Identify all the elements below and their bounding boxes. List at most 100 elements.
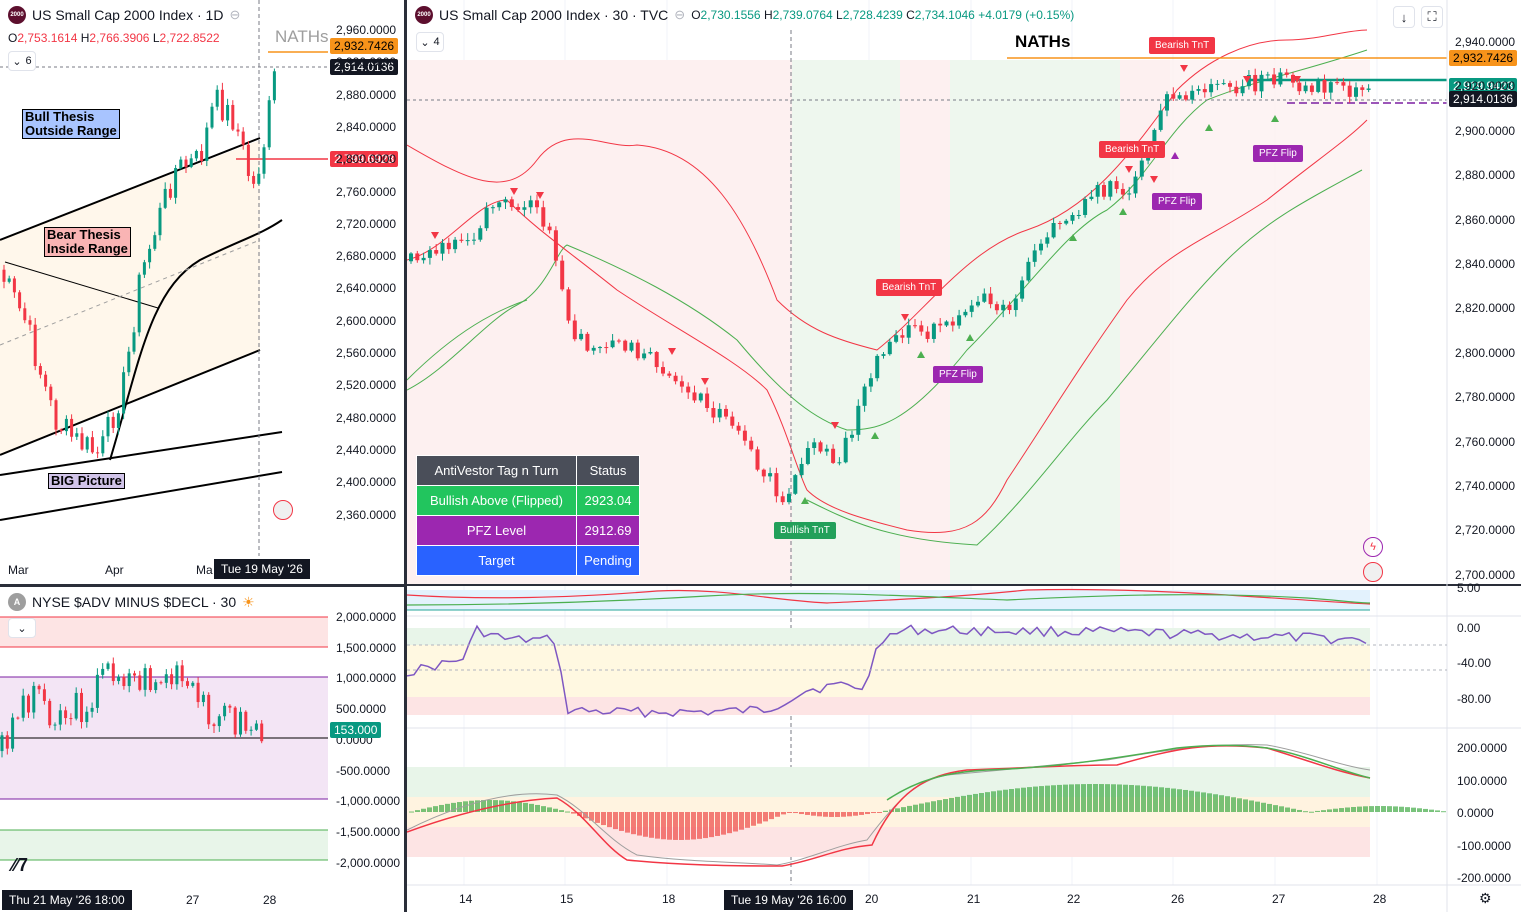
intraday-candles bbox=[409, 68, 1371, 505]
candle-body bbox=[117, 676, 121, 682]
histogram-bar bbox=[1141, 785, 1146, 812]
breadth-indicators-toggle[interactable]: ⌄ bbox=[8, 618, 36, 638]
x-axis-tick: 21 bbox=[967, 892, 981, 906]
histogram-bar bbox=[625, 812, 630, 833]
candle-body bbox=[1366, 88, 1371, 90]
histogram-bar bbox=[1357, 806, 1362, 812]
candle-body bbox=[1057, 223, 1062, 225]
fullscreen-icon[interactable]: ⛶ bbox=[1421, 6, 1443, 28]
candle-body bbox=[267, 100, 271, 148]
histogram-bar bbox=[1327, 809, 1332, 812]
bearish-marker-icon bbox=[831, 422, 839, 429]
candle-body bbox=[1127, 193, 1132, 195]
lightning-icon[interactable]: ϟ bbox=[1363, 537, 1383, 557]
histogram-bar bbox=[1417, 808, 1422, 812]
candle-body bbox=[18, 292, 22, 309]
daily-chart-canvas[interactable] bbox=[0, 0, 404, 584]
y-axis-tick: 2,000.0000 bbox=[336, 610, 397, 624]
candle-body bbox=[1177, 95, 1182, 99]
candle-body bbox=[1095, 185, 1100, 197]
candle-body bbox=[1051, 223, 1056, 238]
candle-body bbox=[186, 681, 189, 686]
x-axis-tick: 20 bbox=[865, 892, 879, 906]
intraday-crosshair-time: Tue 19 May '26 16:00 bbox=[724, 890, 854, 910]
pane-divider-vertical[interactable] bbox=[404, 0, 407, 912]
candle-body bbox=[111, 663, 115, 682]
candle-body bbox=[249, 729, 253, 731]
histogram-bar bbox=[1237, 798, 1242, 812]
pane-divider-left[interactable] bbox=[0, 584, 404, 587]
histogram-bar bbox=[751, 812, 756, 826]
candle-body bbox=[679, 381, 684, 387]
y-axis-tick: 2,940.0000 bbox=[1455, 35, 1516, 49]
table-row-label: Bullish Above (Flipped) bbox=[416, 485, 577, 516]
y-axis-tick: 2,440.0000 bbox=[336, 442, 397, 457]
breadth-chart-canvas[interactable] bbox=[0, 587, 404, 912]
candle-body bbox=[938, 323, 943, 326]
histogram-bar bbox=[1075, 784, 1080, 812]
candle-body bbox=[957, 315, 962, 326]
intraday-indicators-toggle[interactable]: ⌄ 4 bbox=[416, 32, 444, 52]
candle-body bbox=[579, 333, 584, 340]
intraday-nath-label: NATHs bbox=[1015, 32, 1071, 51]
histogram-bar bbox=[601, 812, 606, 826]
candle-body bbox=[148, 668, 152, 691]
candle-body bbox=[516, 207, 521, 210]
histogram-bar bbox=[1087, 784, 1092, 812]
candle-body bbox=[1335, 82, 1340, 84]
intraday-chart-pane[interactable]: 2000 US Small Cap 2000 Index · 30 · TVC … bbox=[407, 0, 1521, 912]
candle-body bbox=[11, 717, 15, 749]
y-axis-tick: 2,740.0000 bbox=[1455, 479, 1516, 493]
candle-body bbox=[818, 442, 823, 452]
oscillator-y-tick: 100.0000 bbox=[1457, 773, 1508, 788]
candle-body bbox=[427, 250, 432, 258]
bullish-tnt-label: Bullish TnT bbox=[774, 522, 836, 539]
candle-body bbox=[768, 473, 773, 477]
histogram-bar bbox=[1375, 806, 1380, 812]
bearish-tnt-label: Bearish TnT bbox=[1099, 141, 1166, 158]
histogram-bar bbox=[1309, 811, 1314, 813]
flag-icon[interactable] bbox=[273, 500, 293, 520]
daily-indicators-toggle[interactable]: ⌄ 6 bbox=[8, 51, 36, 71]
candle-body bbox=[122, 372, 126, 414]
breadth-chart-pane[interactable]: A NYSE $ADV MINUS $DECL · 30 ☀ ⌄ 2,000.0… bbox=[0, 587, 404, 912]
candle-body bbox=[1076, 214, 1081, 216]
eye-icon[interactable]: ⊖ bbox=[674, 7, 686, 22]
bullish-marker-icon bbox=[1069, 234, 1077, 241]
histogram-bar bbox=[559, 810, 564, 812]
y-axis-tick: 2,820.0000 bbox=[1455, 301, 1516, 316]
candle-body bbox=[1114, 181, 1119, 189]
candle-body bbox=[736, 425, 741, 431]
bearish-marker-icon bbox=[901, 314, 909, 321]
oscillator-y-tick: -200.0000 bbox=[1457, 871, 1512, 885]
intraday-chart-canvas[interactable] bbox=[407, 0, 1521, 912]
histogram-bar bbox=[589, 812, 594, 821]
x-axis-tick: 22 bbox=[1067, 892, 1081, 906]
y-axis-tick: 2,800.0000 bbox=[336, 152, 397, 167]
histogram-bar bbox=[1093, 784, 1098, 812]
histogram-bar bbox=[1393, 806, 1398, 812]
x-axis-tick: 26 bbox=[1171, 892, 1185, 906]
scroll-down-icon[interactable]: ↓ bbox=[1393, 6, 1415, 28]
eye-icon[interactable]: ⊖ bbox=[229, 7, 241, 22]
bearish-marker-icon bbox=[1150, 176, 1158, 183]
histogram-bar bbox=[775, 812, 780, 817]
pfz-flip-label: PFZ Flip bbox=[1253, 145, 1303, 162]
candle-body bbox=[610, 340, 615, 348]
histogram-bar bbox=[421, 808, 426, 812]
y-axis-tick: 2,640.0000 bbox=[336, 281, 397, 296]
candle-body bbox=[5, 735, 9, 749]
histogram-bar bbox=[859, 812, 864, 815]
y-axis-tick: 2,860.0000 bbox=[1455, 212, 1516, 227]
settings-gear-icon[interactable]: ⚙ bbox=[1479, 890, 1492, 906]
oscillator-y-tick: 0.0000 bbox=[1457, 806, 1494, 820]
y-axis-tick: 2,400.0000 bbox=[336, 475, 397, 490]
daily-chart-pane[interactable]: 2000 US Small Cap 2000 Index · 1D ⊖ O2,7… bbox=[0, 0, 404, 584]
bullish-marker-icon bbox=[801, 497, 809, 504]
candle-body bbox=[749, 440, 754, 450]
histogram-bar bbox=[721, 812, 726, 835]
flag-icon[interactable] bbox=[1363, 562, 1383, 582]
candle-body bbox=[1328, 82, 1333, 93]
candle-body bbox=[831, 448, 836, 463]
candle-body bbox=[1039, 243, 1043, 251]
